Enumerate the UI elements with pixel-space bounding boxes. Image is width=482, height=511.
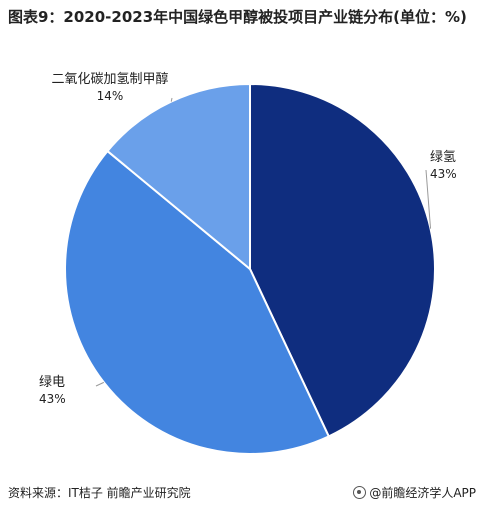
slice-label-green-power-value: 43% bbox=[39, 392, 66, 406]
brand-credit: @前瞻经济学人APP bbox=[353, 484, 476, 501]
pie-slice-green-power bbox=[64, 149, 331, 455]
source-note: 资料来源：IT桔子 前瞻产业研究院 bbox=[8, 486, 191, 500]
leader-line-co2-methanol bbox=[170, 97, 173, 102]
leader-line-green-power bbox=[95, 381, 105, 387]
slice-label-green-hydrogen-value: 43% bbox=[430, 167, 457, 181]
pie-slice-co2-methanol bbox=[106, 82, 251, 272]
brand-text: @前瞻经济学人APP bbox=[369, 486, 476, 500]
slice-label-co2-methanol: 二氧化碳加氢制甲醇 14% bbox=[32, 71, 188, 105]
pie-slice-green-hydrogen bbox=[249, 82, 436, 438]
leader-lines bbox=[95, 97, 432, 387]
slice-label-green-hydrogen: 绿氢 43% bbox=[430, 149, 457, 183]
slice-label-co2-methanol-name: 二氧化碳加氢制甲醇 bbox=[51, 72, 169, 87]
brand-logo-icon bbox=[353, 486, 367, 499]
slice-label-co2-methanol-value: 14% bbox=[96, 89, 124, 103]
pie-slices bbox=[64, 82, 436, 455]
chart-title: 图表9：2020-2023年中国绿色甲醇被投项目产业链分布(单位：%) bbox=[8, 8, 467, 26]
slice-label-green-power-name: 绿电 bbox=[39, 375, 66, 390]
slice-label-green-power: 绿电 43% bbox=[39, 374, 66, 408]
leader-line-green-hydrogen bbox=[425, 169, 432, 229]
slice-label-green-hydrogen-name: 绿氢 bbox=[430, 150, 457, 165]
